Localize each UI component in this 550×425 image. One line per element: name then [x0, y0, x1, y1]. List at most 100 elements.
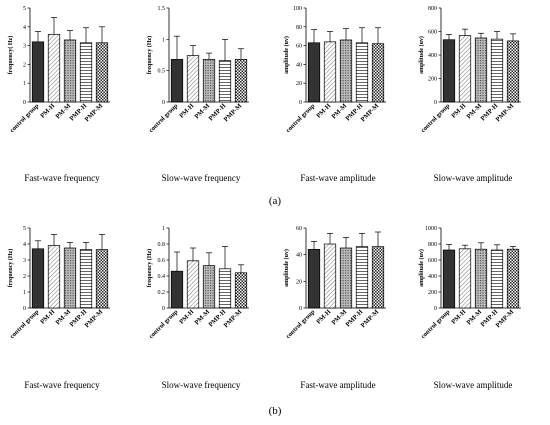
- y-tick-label: 60: [296, 226, 302, 232]
- bar-pmp-m: [506, 40, 520, 103]
- bar-pmp-h: [355, 42, 369, 103]
- x-category-label: control group: [9, 102, 41, 134]
- chart-8: 0 200 400 600 800 1000 amplitude (uv) control g…: [418, 226, 521, 390]
- bar-control-group: [31, 41, 45, 103]
- chart-4: 0 200 400 600 800 amplitude (uv) control group…: [418, 6, 521, 183]
- bar-pmp-m: [234, 272, 248, 309]
- bar-control-group: [170, 270, 184, 309]
- bar-pmp-m: [95, 42, 109, 103]
- bar-pmp-h: [218, 268, 232, 309]
- y-tick-label: 40: [296, 253, 302, 259]
- y-tick-label: 200: [428, 77, 437, 83]
- bar-pm-m: [339, 39, 353, 103]
- bar-pm-h: [47, 33, 61, 103]
- x-category-label: PM-H: [178, 102, 195, 119]
- x-category-label: control group: [148, 308, 180, 340]
- bar-pmp-h: [355, 246, 369, 309]
- bar-pm-m: [474, 37, 488, 103]
- bar-pm-m: [474, 248, 488, 309]
- y-tick-label: 200: [428, 290, 437, 296]
- bar-pmp-h: [490, 38, 504, 103]
- bar-control-group: [31, 248, 45, 309]
- y-tick-label: 0.4: [158, 274, 166, 280]
- x-category-label: PMP-M: [223, 308, 244, 329]
- y-tick-label: 5: [23, 6, 26, 12]
- panel-label-a: (a): [269, 195, 282, 207]
- bar-pmp-h: [79, 249, 93, 309]
- x-category-label: PM-H: [450, 308, 467, 325]
- bar-pm-h: [186, 55, 200, 103]
- x-category-label: PM-H: [39, 102, 56, 119]
- y-tick-label: 600: [428, 30, 437, 36]
- bar-pm-m: [63, 39, 77, 103]
- y-tick-label: 80: [296, 25, 302, 31]
- y-tick-label: 400: [428, 53, 437, 59]
- chart-title: Slow-wave frequency: [162, 380, 241, 390]
- y-tick-label: 1: [162, 37, 165, 43]
- x-category-label: PMP-M: [223, 102, 244, 123]
- bar-pm-m: [202, 265, 216, 309]
- y-tick-label: 20: [296, 81, 302, 87]
- y-tick-label: 0: [434, 306, 437, 312]
- chart-title: Fast-wave frequency: [24, 380, 100, 390]
- y-tick-label: 0: [162, 306, 165, 312]
- y-tick-label: 3: [23, 258, 26, 264]
- bar-pmp-h: [490, 249, 504, 309]
- y-axis-label: amplitude (uv): [283, 249, 290, 287]
- chart-6: 0 0.2 0.4 0.6 0.8 1 frequency (Hz) control grou…: [146, 226, 249, 390]
- y-tick-label: 0: [162, 100, 165, 106]
- bar-control-group: [307, 248, 321, 309]
- bar-pm-h: [323, 243, 337, 309]
- chart-title: Fast-wave frequency: [24, 173, 100, 183]
- chart-title: Slow-wave amplitude: [434, 380, 513, 390]
- x-category-label: control group: [420, 102, 452, 134]
- y-tick-label: 1.5: [158, 6, 166, 12]
- bar-control-group: [307, 42, 321, 103]
- panel-label-b: (b): [269, 405, 282, 417]
- y-tick-label: 1000: [425, 226, 437, 232]
- bar-pm-h: [458, 35, 472, 103]
- bar-control-group: [442, 249, 456, 309]
- y-tick-label: 2: [23, 274, 26, 280]
- x-category-label: PM-H: [450, 102, 467, 119]
- x-category-label: PM-H: [315, 102, 332, 119]
- y-tick-label: 2: [23, 62, 26, 68]
- y-tick-label: 100: [293, 6, 302, 12]
- y-axis-label: frequency( Hz): [7, 36, 14, 74]
- bar-pm-h: [47, 245, 61, 309]
- y-axis-label: frequency (Hz): [146, 36, 153, 74]
- bar-pm-h: [186, 260, 200, 309]
- y-tick-label: 3: [23, 44, 26, 50]
- y-tick-label: 0: [23, 100, 26, 106]
- y-tick-label: 1: [23, 81, 26, 87]
- y-tick-label: 0: [23, 306, 26, 312]
- chart-title: Fast-wave amplitude: [300, 173, 375, 183]
- bar-pmp-h: [218, 60, 232, 103]
- x-category-label: control group: [9, 308, 41, 340]
- x-category-label: PMP-M: [360, 102, 381, 123]
- y-axis-label: frequency (Hz): [146, 249, 153, 287]
- bar-pm-h: [323, 41, 337, 103]
- chart-title: Fast-wave amplitude: [300, 380, 375, 390]
- y-tick-label: 0: [434, 100, 437, 106]
- x-category-label: PMP-M: [495, 102, 516, 123]
- x-category-label: PMP-M: [360, 308, 381, 329]
- y-tick-label: 40: [296, 62, 302, 68]
- y-tick-label: 4: [23, 25, 26, 31]
- x-category-label: PMP-M: [84, 308, 105, 329]
- bar-pmp-m: [371, 246, 385, 309]
- chart-title: Slow-wave frequency: [162, 173, 241, 183]
- y-tick-label: 20: [296, 279, 302, 285]
- bar-pmp-m: [371, 43, 385, 103]
- y-axis-label: frequency (Hz): [7, 249, 14, 287]
- chart-title: Slow-wave amplitude: [434, 173, 513, 183]
- y-tick-label: 5: [23, 226, 26, 232]
- bar-pm-m: [339, 247, 353, 309]
- y-tick-label: 4: [23, 242, 26, 248]
- bar-pm-m: [63, 247, 77, 309]
- x-category-label: PMP-M: [84, 102, 105, 123]
